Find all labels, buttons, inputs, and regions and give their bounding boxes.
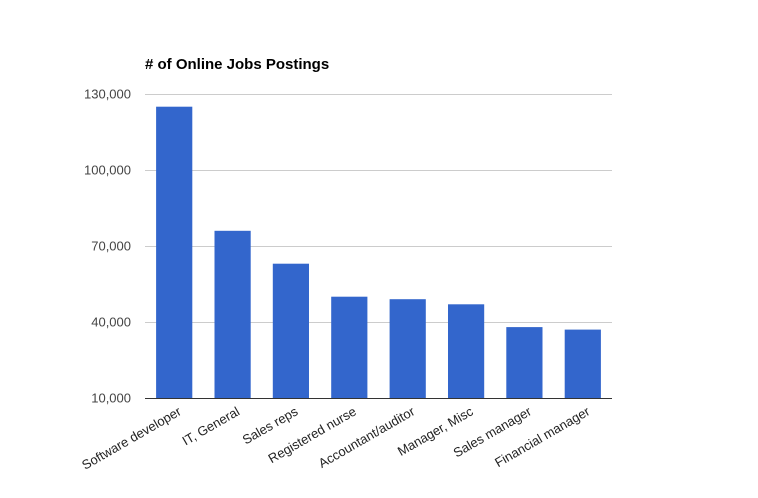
y-axis-tick-labels: 10,000 40,000 70,000 100,000 130,000 (84, 87, 131, 406)
bar (214, 230, 251, 398)
x-category-label: Accountant/auditor (316, 403, 418, 471)
x-category-label: Software developer (79, 403, 184, 472)
y-tick-label: 40,000 (91, 315, 131, 330)
bar (448, 304, 485, 398)
bar (564, 329, 601, 398)
bar (331, 296, 368, 398)
y-tick-label: 70,000 (91, 239, 131, 254)
x-category-label: IT, General (180, 404, 243, 449)
bar (156, 106, 193, 398)
bar (389, 299, 426, 398)
x-category-label: Financial manager (492, 403, 593, 470)
bar (506, 327, 543, 398)
y-tick-label: 10,000 (91, 391, 131, 406)
bar (272, 263, 309, 398)
y-tick-label: 100,000 (84, 163, 131, 178)
chart-title: # of Online Jobs Postings (145, 56, 329, 73)
bars (156, 106, 601, 398)
y-tick-label: 130,000 (84, 87, 131, 102)
